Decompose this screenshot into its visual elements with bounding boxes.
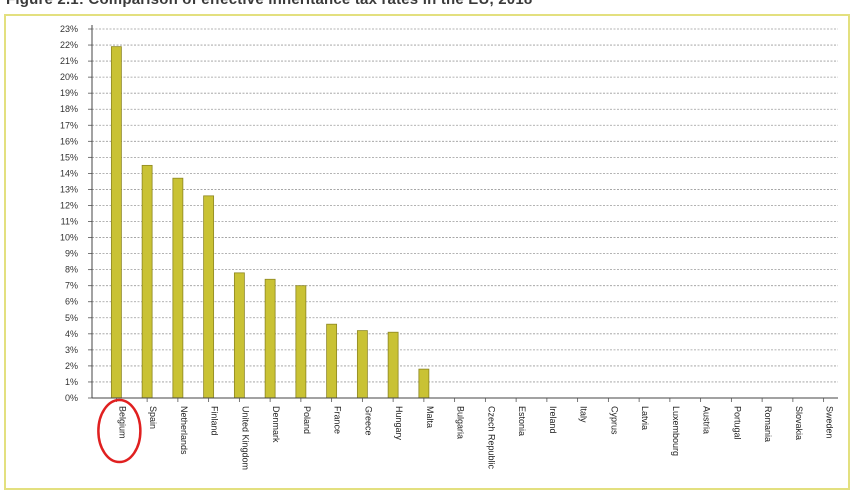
x-category-label: Ireland xyxy=(548,406,558,434)
x-category-label: Latvia xyxy=(640,406,650,430)
x-category-label: Hungary xyxy=(394,406,404,441)
y-tick-label: 4% xyxy=(65,329,78,339)
x-category-label: Portugal xyxy=(732,406,742,440)
y-tick-label: 20% xyxy=(60,72,78,82)
y-tick-label: 2% xyxy=(65,361,78,371)
x-category-label: Denmark xyxy=(271,406,281,443)
bars xyxy=(110,46,430,399)
bar-france xyxy=(326,323,338,399)
y-tick-label: 18% xyxy=(60,104,78,114)
x-category-label: United Kingdom xyxy=(240,406,250,470)
x-category-label: France xyxy=(333,406,343,434)
figure-title: Figure 2.1: Comparison of effective inhe… xyxy=(6,0,532,8)
highlight-circle xyxy=(97,398,142,464)
y-tick-label: 7% xyxy=(65,281,78,291)
x-category-label: Sweden xyxy=(825,406,835,439)
y-axis-ticks: 0% 1% 2% 3% 4% 5% 6% 7% 8% 9% 10% 11% 12% 13% 14% 15% 16… xyxy=(60,24,92,403)
x-category-label: Slovakia xyxy=(794,406,804,440)
bar-poland xyxy=(295,285,307,399)
y-tick-label: 12% xyxy=(60,200,78,210)
y-tick-label: 6% xyxy=(65,297,78,307)
bar-greece xyxy=(356,330,368,399)
bar-belgium xyxy=(110,46,122,399)
x-category-label: Estonia xyxy=(517,406,527,436)
bar-hungary xyxy=(387,331,399,399)
x-category-label: Netherlands xyxy=(179,406,189,455)
y-tick-label: 1% xyxy=(65,377,78,387)
y-tick-label: 21% xyxy=(60,56,78,66)
bar-spain xyxy=(141,164,153,399)
x-category-label: Bulgaria xyxy=(456,406,466,439)
x-category-label: Poland xyxy=(302,406,312,434)
x-category-label: Cyprus xyxy=(609,406,619,435)
x-category-label: Finland xyxy=(210,406,220,436)
y-tick-label: 15% xyxy=(60,152,78,162)
y-tick-label: 14% xyxy=(60,168,78,178)
bar-netherlands xyxy=(172,177,184,399)
y-tick-label: 11% xyxy=(61,217,78,227)
y-tick-label: 13% xyxy=(60,184,78,194)
x-category-label: Czech Republic xyxy=(486,406,496,470)
bar-malta xyxy=(418,368,430,399)
y-tick-label: 0% xyxy=(65,393,78,403)
y-tick-label: 5% xyxy=(65,313,78,323)
x-category-label: Spain xyxy=(148,406,158,429)
annotations xyxy=(97,398,142,464)
x-category-label: Austria xyxy=(702,406,712,434)
x-category-label: Luxembourg xyxy=(671,406,681,456)
x-category-label: Malta xyxy=(425,406,435,428)
y-tick-label: 9% xyxy=(65,249,78,259)
y-tick-label: 17% xyxy=(60,120,78,130)
y-tick-label: 8% xyxy=(65,265,78,275)
x-axis-labels: Belgium Spain Netherlands Finland United Kin… xyxy=(117,406,834,470)
bar-denmark xyxy=(264,278,276,399)
y-tick-label: 19% xyxy=(60,88,78,98)
x-category-label: Romania xyxy=(763,406,773,442)
x-category-label: Greece xyxy=(363,406,373,436)
y-tick-label: 10% xyxy=(60,233,78,243)
y-tick-label: 22% xyxy=(60,40,78,50)
y-tick-label: 3% xyxy=(65,345,78,355)
x-category-label: Italy xyxy=(579,406,589,423)
y-tick-label: 16% xyxy=(60,136,78,146)
y-tick-label: 23% xyxy=(60,24,78,34)
x-category-label: Belgium xyxy=(117,406,127,439)
gridlines xyxy=(92,28,838,383)
bar-finland xyxy=(203,195,215,399)
bar-united-kingdom xyxy=(233,272,245,399)
